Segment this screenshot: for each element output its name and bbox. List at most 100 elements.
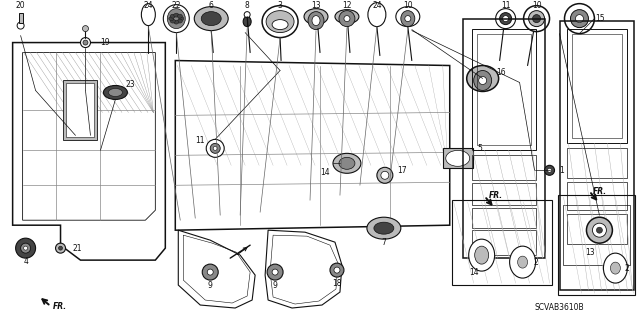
Text: 15: 15 (595, 14, 605, 23)
Circle shape (213, 146, 217, 150)
Text: 9: 9 (208, 281, 212, 290)
Bar (19, 13, 22, 23)
Circle shape (586, 217, 612, 243)
Ellipse shape (108, 88, 122, 96)
Circle shape (15, 238, 36, 258)
Text: 5: 5 (477, 144, 483, 153)
Bar (557, 195, 636, 295)
Text: 20: 20 (16, 1, 26, 10)
Ellipse shape (177, 19, 182, 23)
Circle shape (479, 77, 486, 85)
Ellipse shape (518, 256, 527, 268)
Text: 24: 24 (143, 1, 153, 10)
Circle shape (381, 171, 389, 179)
Circle shape (330, 263, 344, 277)
Text: 2: 2 (534, 258, 538, 267)
Circle shape (596, 227, 602, 233)
Ellipse shape (467, 65, 499, 92)
Text: 8: 8 (244, 1, 250, 10)
Text: 1: 1 (559, 166, 564, 175)
Ellipse shape (163, 5, 189, 33)
Text: 23: 23 (125, 80, 135, 89)
Ellipse shape (195, 7, 228, 31)
Bar (568, 148, 627, 178)
Text: 11: 11 (501, 1, 510, 10)
Bar (472, 208, 536, 228)
Text: 22: 22 (172, 1, 181, 10)
Circle shape (272, 269, 278, 275)
Ellipse shape (335, 10, 359, 24)
Circle shape (405, 16, 411, 22)
Circle shape (207, 269, 213, 275)
Ellipse shape (468, 239, 495, 271)
Bar (563, 205, 630, 265)
Circle shape (81, 38, 90, 48)
Text: 14: 14 (469, 268, 479, 277)
Text: FR.: FR. (593, 187, 607, 196)
Ellipse shape (174, 13, 179, 17)
Bar (568, 214, 627, 244)
Text: SCVAB3610B: SCVAB3610B (534, 302, 584, 312)
Circle shape (20, 243, 31, 253)
Circle shape (267, 264, 283, 280)
Text: 3: 3 (278, 1, 282, 10)
Text: 10: 10 (403, 1, 413, 10)
Ellipse shape (509, 246, 536, 278)
Circle shape (17, 22, 24, 29)
Text: 12: 12 (342, 1, 352, 10)
Circle shape (502, 16, 509, 22)
Text: 13: 13 (311, 1, 321, 10)
Circle shape (24, 246, 28, 250)
Circle shape (210, 143, 220, 153)
Ellipse shape (604, 253, 627, 283)
Text: 6: 6 (209, 1, 214, 10)
Text: FR.: FR. (52, 302, 67, 311)
Ellipse shape (474, 70, 492, 91)
Ellipse shape (475, 246, 489, 264)
Ellipse shape (177, 14, 182, 18)
Text: FR.: FR. (488, 191, 502, 201)
Circle shape (344, 16, 350, 22)
Circle shape (495, 9, 516, 29)
Bar (443, 148, 473, 168)
Ellipse shape (170, 19, 175, 23)
Circle shape (334, 267, 340, 273)
Ellipse shape (262, 6, 298, 38)
Circle shape (500, 13, 511, 25)
Ellipse shape (174, 20, 179, 24)
Circle shape (83, 40, 88, 45)
Text: 4: 4 (23, 256, 28, 266)
Bar (568, 29, 627, 143)
Bar (452, 200, 552, 285)
Ellipse shape (179, 17, 184, 21)
Circle shape (575, 15, 584, 23)
Ellipse shape (244, 11, 250, 18)
Circle shape (532, 15, 541, 23)
Text: 10: 10 (532, 1, 541, 10)
Text: 16: 16 (497, 68, 506, 77)
Circle shape (545, 165, 554, 175)
Circle shape (529, 11, 545, 26)
Circle shape (83, 26, 88, 32)
Text: 2: 2 (625, 263, 629, 273)
Ellipse shape (339, 11, 355, 26)
Ellipse shape (312, 16, 320, 26)
Text: 24: 24 (372, 1, 381, 10)
Ellipse shape (304, 9, 328, 25)
Ellipse shape (104, 85, 127, 100)
Bar (573, 33, 622, 138)
Ellipse shape (401, 11, 415, 26)
Bar (63, 80, 97, 140)
Text: 14: 14 (321, 168, 330, 177)
Ellipse shape (201, 11, 221, 26)
Ellipse shape (169, 17, 174, 21)
Ellipse shape (170, 14, 175, 18)
Circle shape (377, 167, 393, 183)
Ellipse shape (272, 19, 288, 30)
Ellipse shape (367, 217, 401, 239)
Ellipse shape (396, 7, 420, 26)
Ellipse shape (308, 11, 324, 30)
Circle shape (206, 139, 224, 157)
Bar (472, 183, 536, 205)
Bar (568, 182, 627, 210)
